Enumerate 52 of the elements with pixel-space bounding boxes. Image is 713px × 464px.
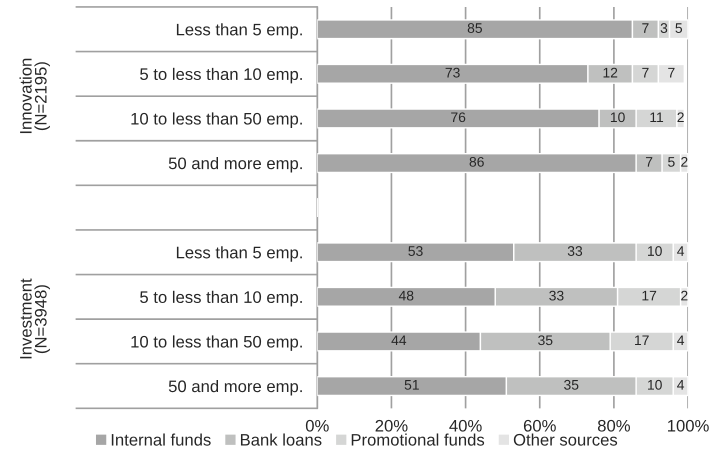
data-label: 86 (470, 156, 484, 167)
y-tick-label: 10 to less than 50 emp. (131, 112, 302, 128)
data-label: 48 (398, 290, 414, 301)
data-label: 17 (635, 335, 649, 346)
data-label: 12 (604, 68, 618, 78)
data-label: 2 (681, 290, 688, 300)
text: Investment (N=3948) (20, 278, 50, 358)
data-label: 10 (648, 246, 662, 256)
data-label: 33 (549, 290, 564, 301)
data-label: 35 (564, 380, 578, 390)
legend-label: Other sources (514, 433, 618, 446)
data-label: 73 (446, 68, 460, 78)
y-tick-label: 10 to less than 50 emp. (131, 335, 302, 351)
data-label: 76 (451, 112, 466, 122)
legend-label: Promotional funds (352, 433, 484, 446)
data-label: 4 (677, 335, 684, 346)
data-label: 85 (468, 23, 482, 33)
data-label: 53 (408, 246, 423, 256)
data-label: 51 (404, 380, 419, 390)
y-tick-label: 5 to less than 10 emp. (140, 68, 302, 84)
x-tick-label: 20% (376, 420, 408, 432)
text: Innovation (N=2195) (19, 58, 50, 134)
data-label: 4 (677, 380, 684, 390)
x-tick-label: 60% (524, 420, 556, 432)
data-label: 7 (668, 68, 675, 78)
data-label: 5 (668, 157, 675, 167)
data-label: 3 (660, 23, 668, 33)
legend-label: Internal funds (112, 433, 211, 446)
y-tick-label: Less than 5 emp. (176, 23, 302, 39)
y-tick-label: 50 and more emp. (168, 157, 302, 173)
x-tick-label: 40% (449, 420, 482, 432)
x-tick-label: 80% (598, 420, 630, 432)
data-label: 10 (648, 380, 662, 390)
data-label: 7 (646, 157, 652, 167)
data-label: 2 (681, 156, 688, 167)
data-label: 10 (610, 112, 625, 122)
data-label: 35 (538, 335, 552, 346)
data-label: 44 (391, 335, 406, 346)
data-label: 17 (642, 290, 656, 300)
y-tick-label: Less than 5 emp. (176, 246, 302, 262)
x-tick-label: 0% (306, 420, 329, 432)
y-tick-label: 5 to less than 10 emp. (140, 290, 302, 306)
data-label: 7 (642, 23, 649, 33)
data-label: 33 (568, 246, 582, 256)
data-label: 2 (677, 112, 684, 122)
data-label: 4 (677, 246, 684, 256)
data-label: 7 (642, 68, 649, 78)
data-label: 5 (675, 23, 682, 33)
data-label: 11 (650, 112, 664, 122)
y-tick-label: 50 and more emp. (168, 380, 302, 396)
legend-label: Bank loans (240, 433, 322, 446)
x-tick-label: 100% (668, 420, 709, 432)
